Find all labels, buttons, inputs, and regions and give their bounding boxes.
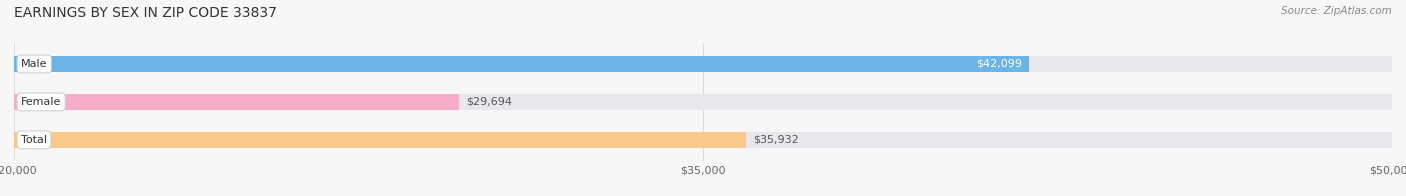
Bar — [14, 94, 460, 110]
Bar — [14, 56, 1029, 72]
Text: $42,099: $42,099 — [976, 59, 1022, 69]
Text: Female: Female — [21, 97, 62, 107]
Bar — [14, 56, 1392, 72]
Text: Total: Total — [21, 135, 46, 145]
Bar — [14, 132, 745, 148]
Text: $29,694: $29,694 — [467, 97, 512, 107]
Text: $35,932: $35,932 — [752, 135, 799, 145]
Text: Male: Male — [21, 59, 48, 69]
Text: Source: ZipAtlas.com: Source: ZipAtlas.com — [1281, 6, 1392, 16]
Text: EARNINGS BY SEX IN ZIP CODE 33837: EARNINGS BY SEX IN ZIP CODE 33837 — [14, 6, 277, 20]
Bar — [14, 94, 1392, 110]
Bar — [14, 132, 1392, 148]
